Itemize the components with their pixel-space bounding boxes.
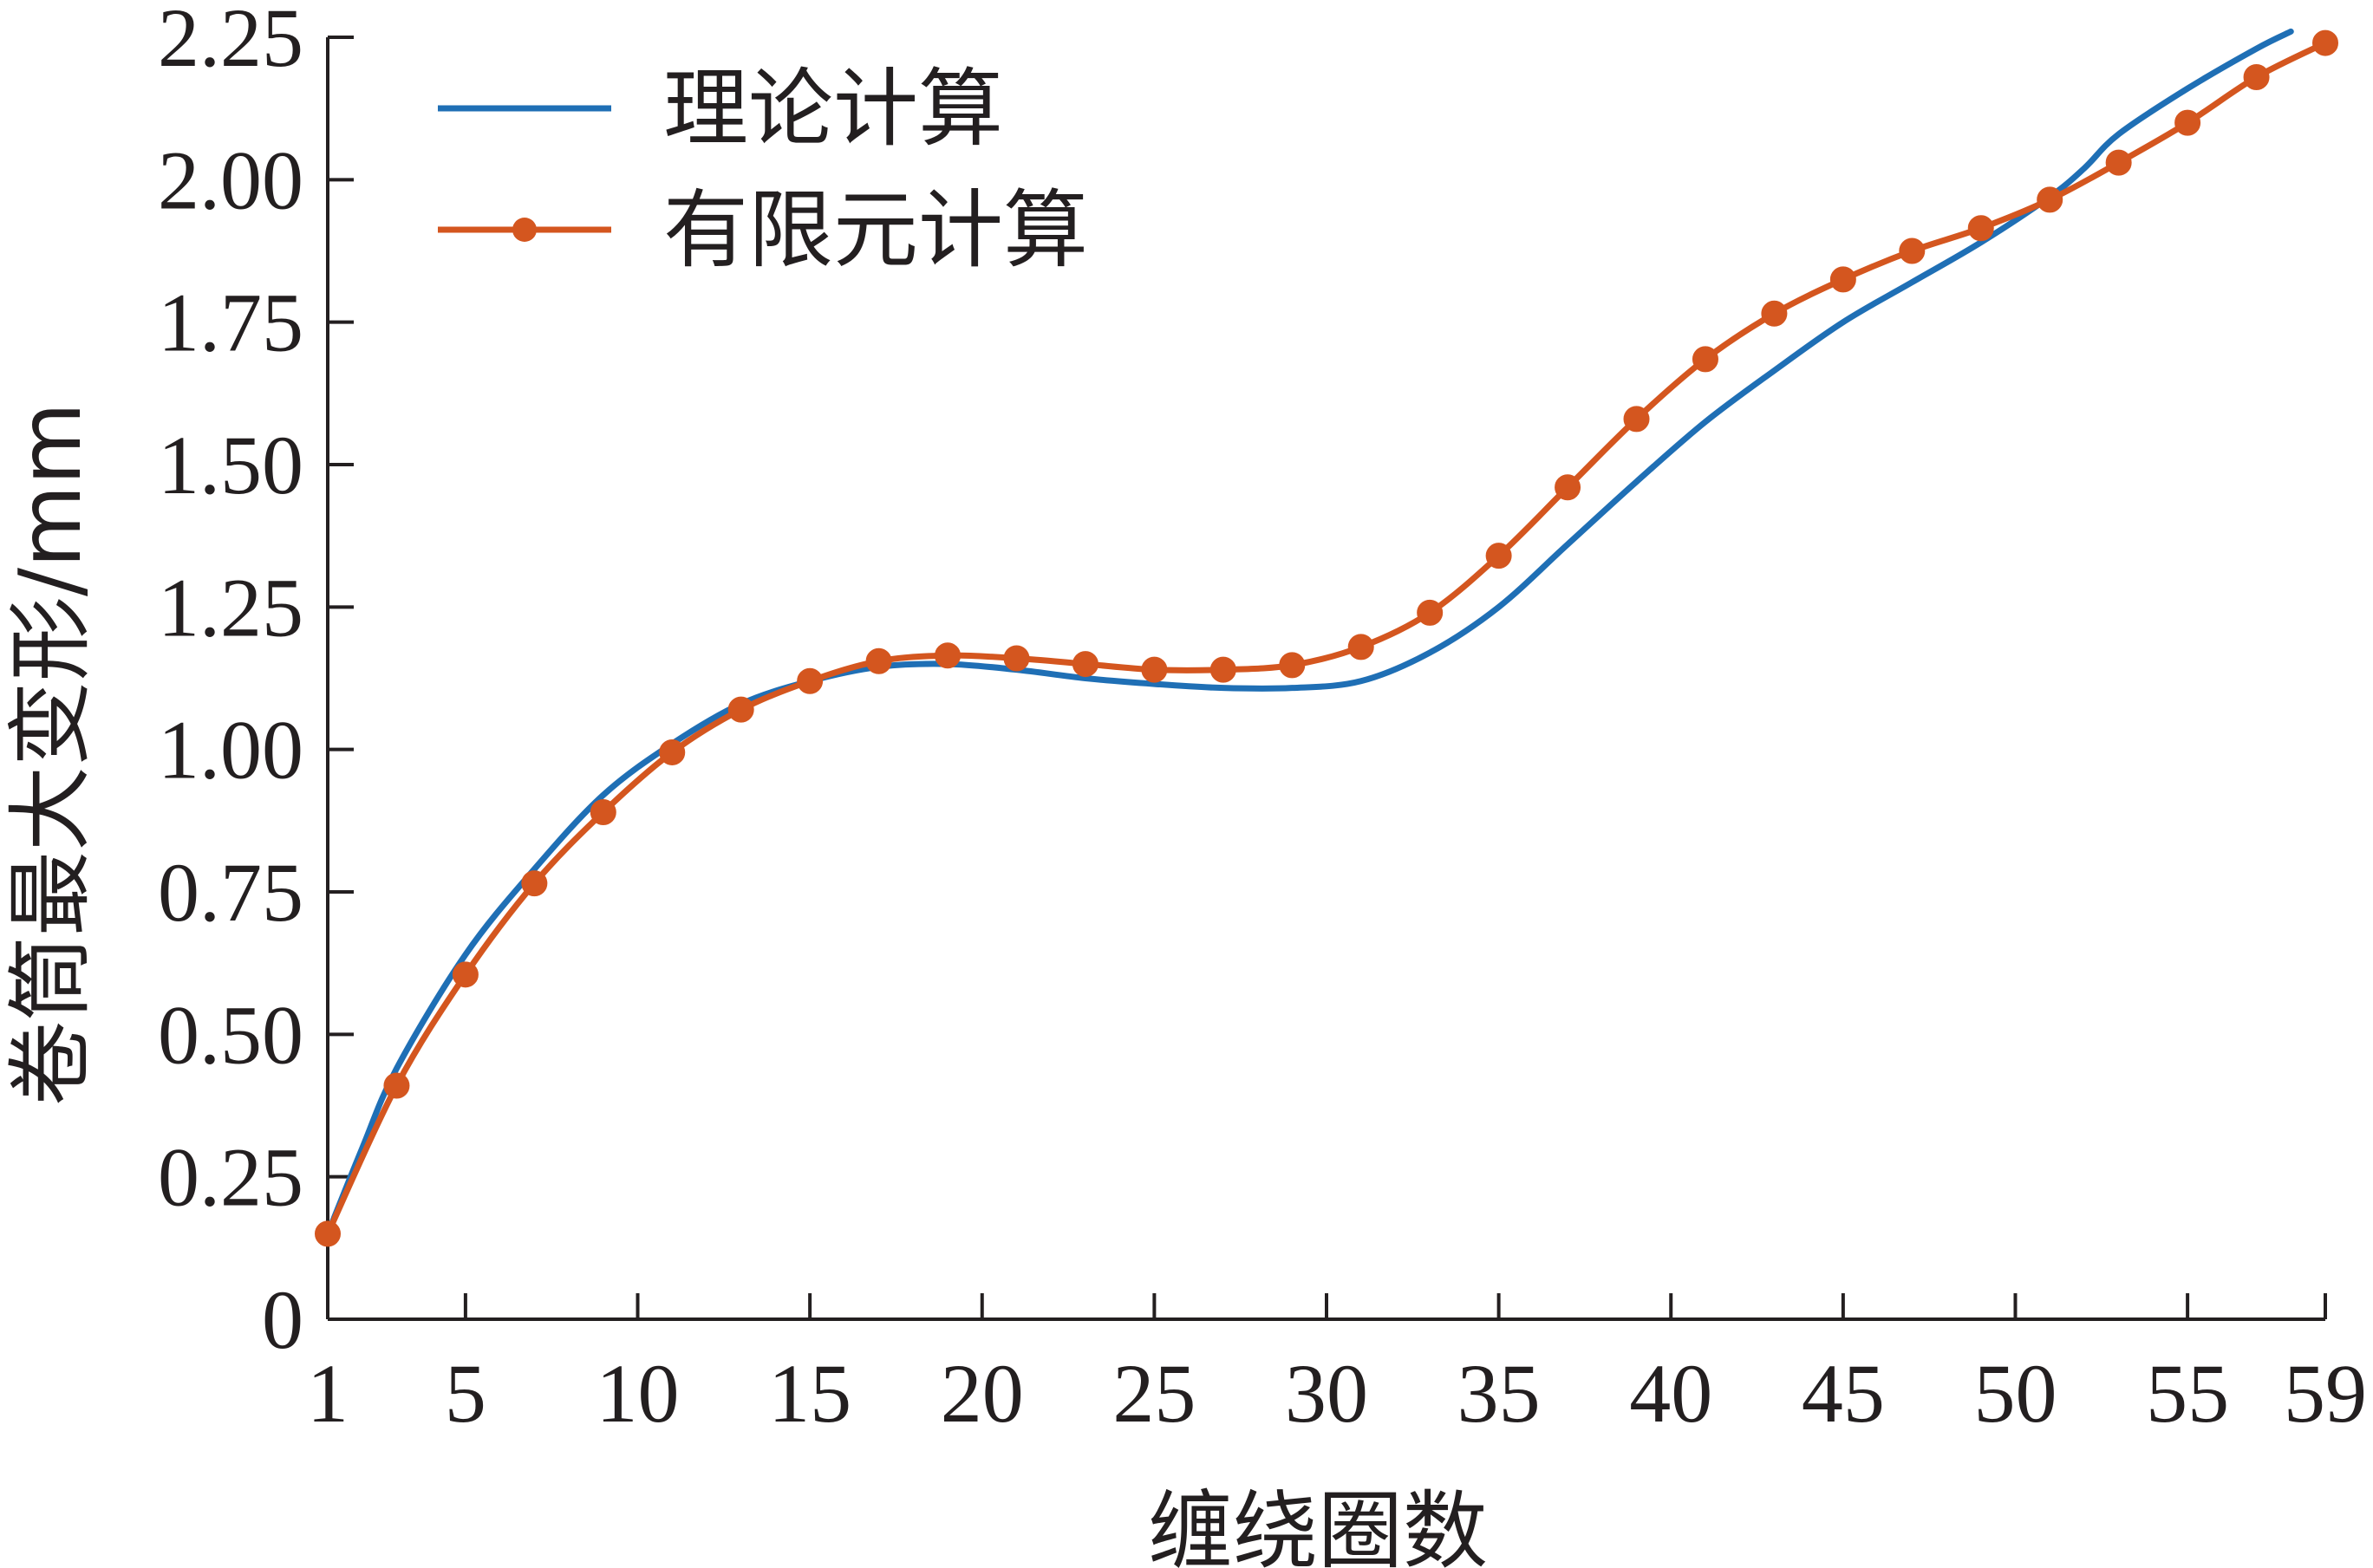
x-tick-label: 25 [1112,1347,1196,1440]
x-tick-label: 1 [307,1347,349,1440]
x-axis-title: 缠绕圈数 [1148,1482,1488,1568]
series-1 [324,28,2294,1237]
x-tick-label: 20 [941,1347,1024,1440]
data-point [1555,474,1581,501]
data-point [1761,300,1788,327]
x-tick-label: 59 [2284,1347,2367,1440]
y-tick-label: 1.00 [158,704,303,797]
x-tick-label: 5 [445,1347,486,1440]
y-axis-title: 卷筒最大变形/mm [2,402,101,1106]
data-point [1623,406,1650,433]
data-point [1141,656,1168,683]
data-point [1829,266,1856,293]
y-tick-label: 1.25 [158,561,303,654]
axes: 00.250.500.751.001.251.501.752.002.251 5 1… [158,0,2367,1440]
data-point [1899,237,1926,264]
data-point [865,647,892,674]
data-point [2312,29,2338,56]
legend-swatch-marker [512,218,537,242]
x-tick-label: 50 [1973,1347,2057,1440]
legend-label: 有限元计算 [663,181,1088,280]
x-tick-label: 55 [2146,1347,2229,1440]
data-point [2105,149,2132,176]
data-point [383,1072,410,1099]
y-tick-label: 0.25 [158,1131,303,1224]
data-point [1209,656,1236,683]
y-tick-label: 1.75 [158,277,303,369]
y-tick-label: 1.50 [158,419,303,511]
data-point [452,961,479,988]
data-point [1279,652,1306,679]
x-tick-label: 35 [1457,1347,1541,1440]
data-point [1417,599,1444,626]
x-tick-label: 40 [1629,1347,1712,1440]
data-point [315,1220,341,1247]
data-point [727,696,754,723]
x-tick-label: 10 [597,1347,680,1440]
y-tick-label: 0.50 [158,988,303,1081]
legend-label: 理论计算 [663,60,1003,159]
y-tick-label: 2.00 [158,133,303,226]
data-point [797,667,824,694]
y-tick-label: 0 [262,1273,303,1366]
y-tick-label: 2.25 [158,0,303,84]
x-tick-label: 30 [1285,1347,1368,1440]
data-point [1485,543,1512,569]
series-line [324,28,2294,1237]
legend-item: 理论计算 [438,60,1003,159]
data-point [1967,215,1994,242]
data-point [521,870,548,897]
series-layer [315,28,2338,1247]
data-point [2174,109,2201,136]
legend-item: 有限元计算 [438,181,1088,280]
data-point [659,738,686,765]
data-point [1003,645,1030,672]
y-tick-label: 0.75 [158,846,303,939]
x-tick-label: 15 [768,1347,851,1440]
series-line [324,40,2329,1237]
data-point [935,642,962,669]
x-tick-label: 45 [1802,1347,1885,1440]
data-point [2037,186,2063,213]
data-point [1692,346,1718,373]
data-point [590,798,616,825]
data-point [2243,64,2270,91]
series-2 [315,29,2338,1247]
data-point [1347,634,1374,660]
data-point [1072,651,1098,678]
